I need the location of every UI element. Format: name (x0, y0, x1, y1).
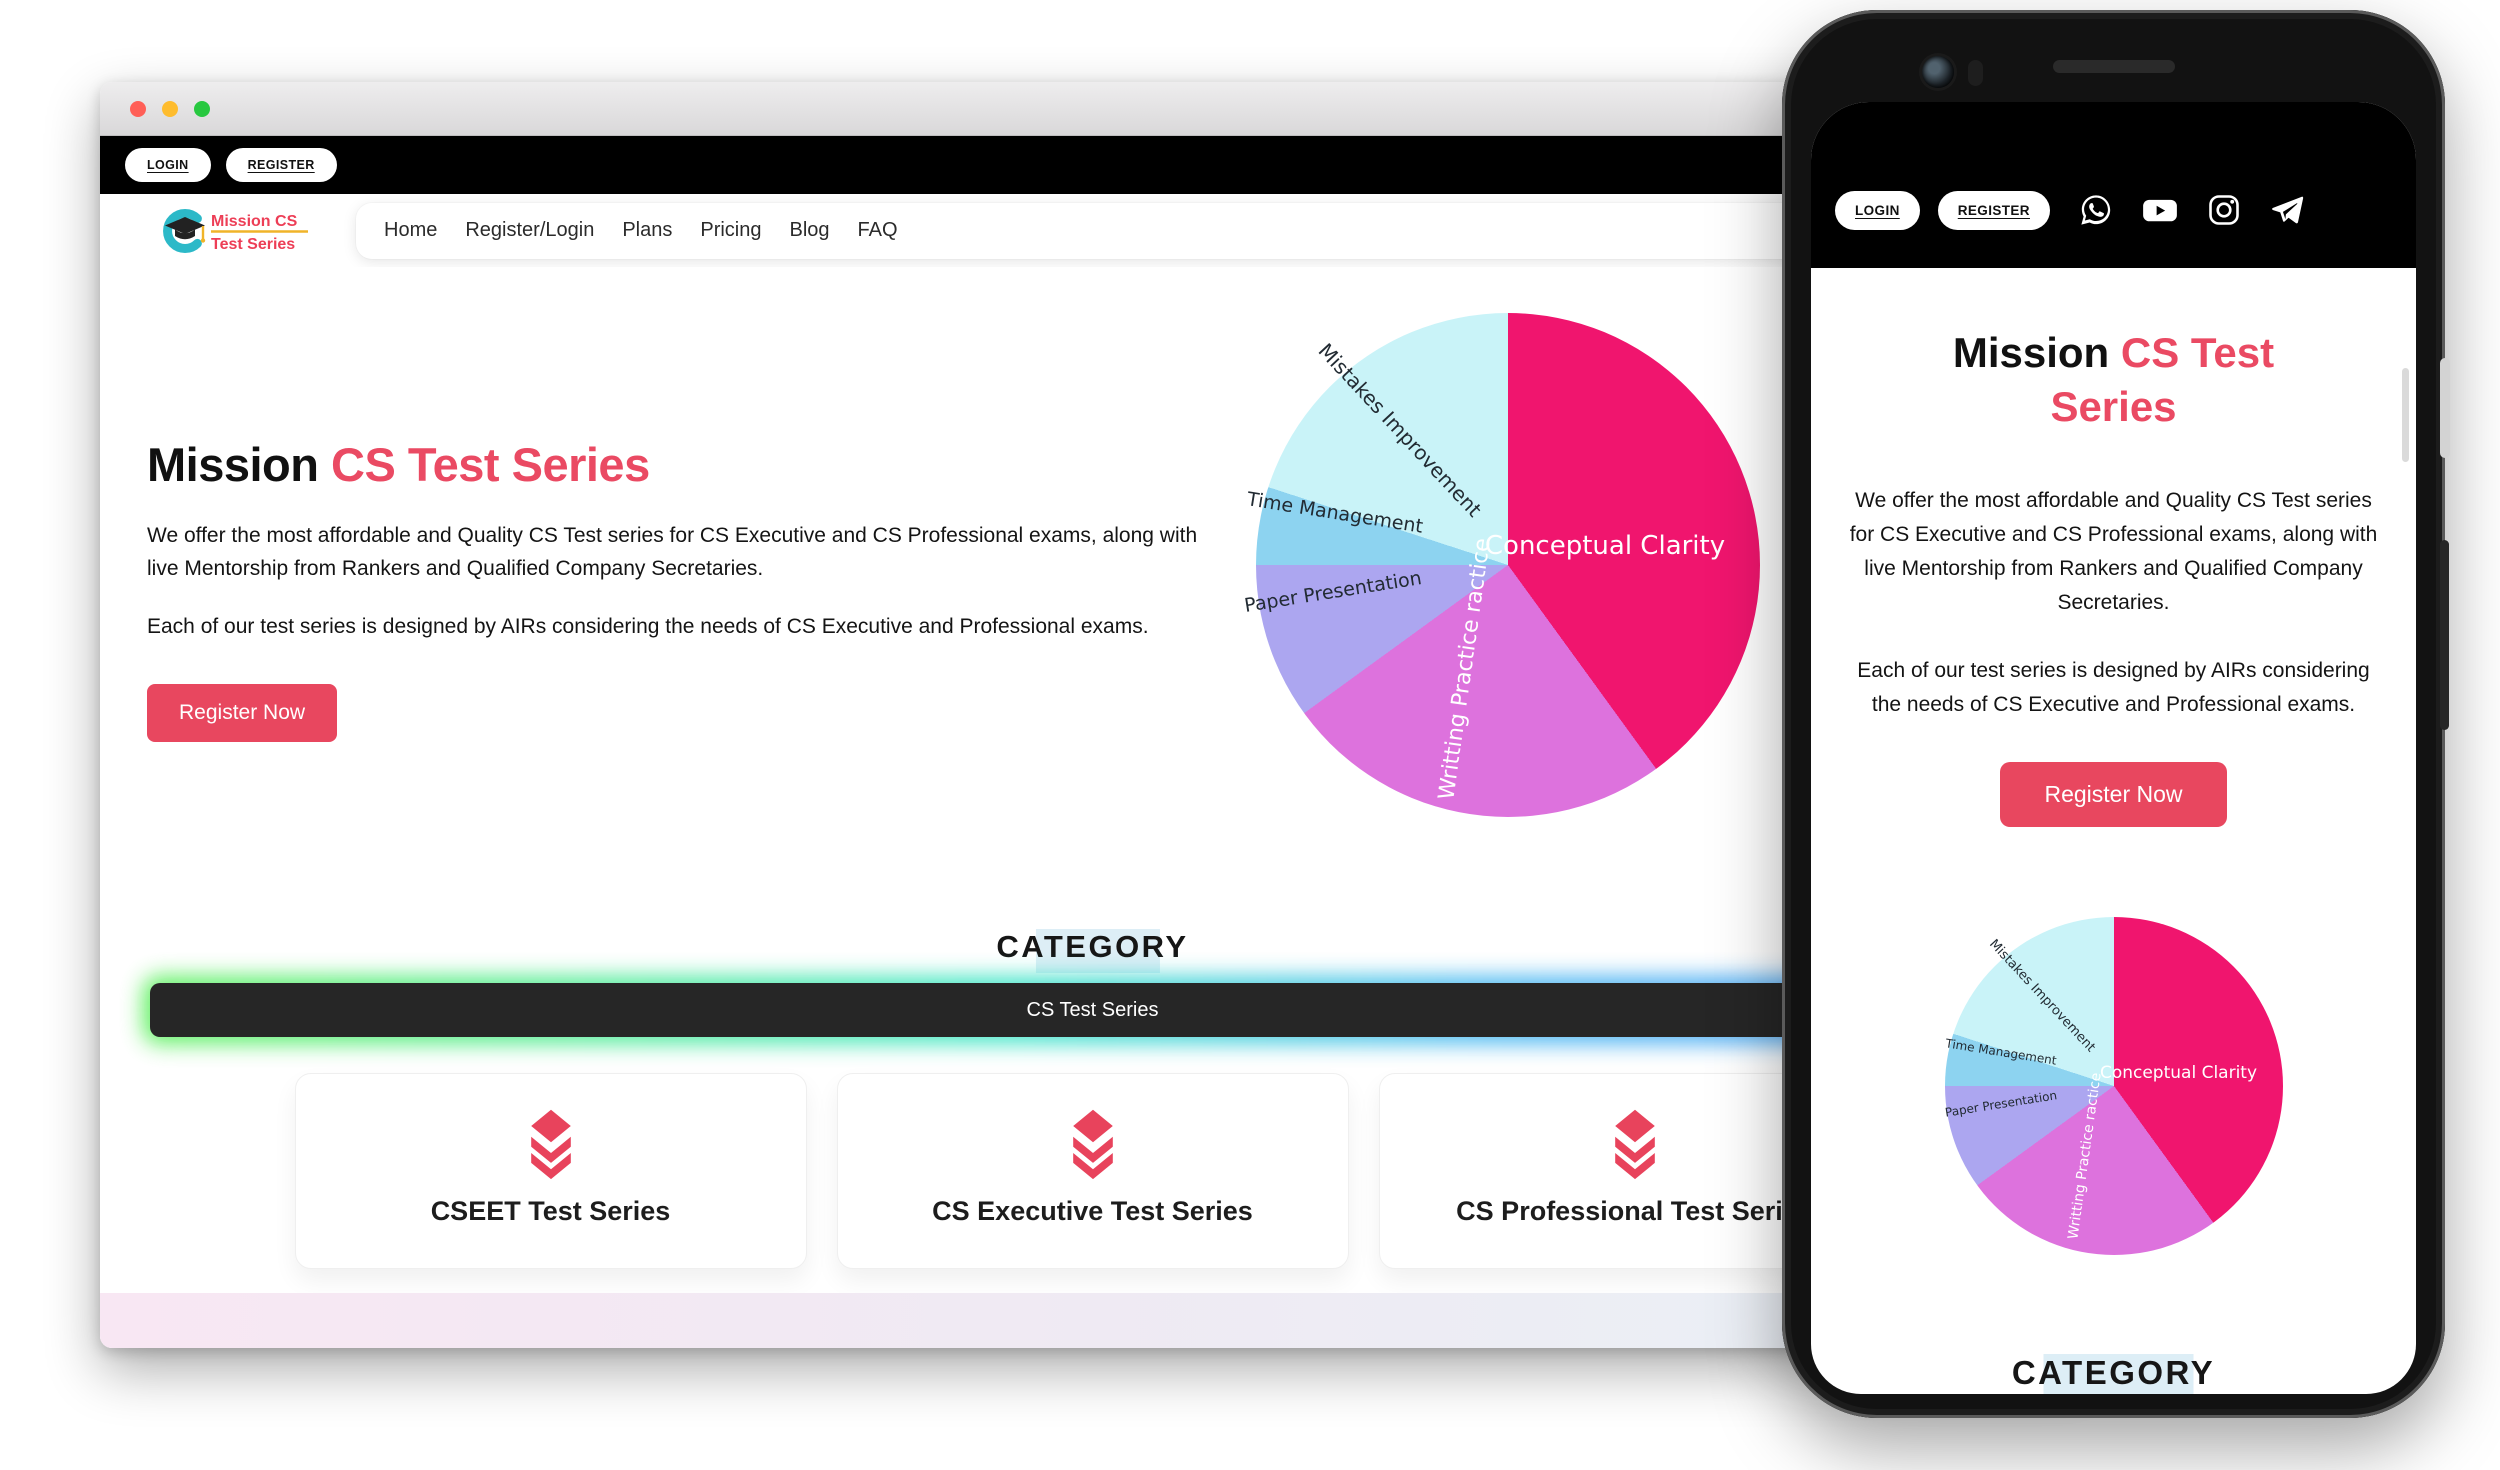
main-nav: Home Register/Login Plans Pricing Blog F… (356, 202, 2035, 259)
register-now-button[interactable]: Register Now (147, 683, 338, 742)
mobile-pie-chart: Conceptual Clarity Writting Practice rac… (1943, 917, 2283, 1255)
login-button[interactable]: LOGIN (125, 148, 211, 182)
site-topbar: LOGIN REGISTER (100, 136, 2085, 194)
pie-label-mistakes-improvement: Mistakes Improvement (1313, 338, 1487, 522)
mobile-category-heading: CATEGORY (1811, 1354, 2416, 1394)
hero-title-black: Mission (147, 438, 319, 491)
layers-icon (530, 1109, 571, 1180)
nav-item-blog[interactable]: Blog (789, 219, 830, 241)
category-title: CATEGORY (2011, 1354, 2216, 1391)
layers-icon (1614, 1109, 1655, 1180)
category-highlight (1035, 929, 1160, 973)
register-now-button[interactable]: Register Now (2000, 761, 2227, 827)
window-titlebar (100, 82, 2085, 136)
card-title: CS Executive Test Series (932, 1196, 1253, 1226)
category-section-heading: CATEGORY (100, 929, 2085, 979)
svg-text:Mission CS: Mission CS (211, 213, 298, 230)
phone-camera (1922, 56, 1954, 88)
telegram-icon[interactable] (2268, 192, 2306, 228)
card-title: CSEET Test Series (430, 1196, 671, 1226)
phone-power-button (2440, 358, 2450, 458)
card-cs-executive-test-series[interactable]: CS Executive Test Series (836, 1073, 1349, 1269)
hero-paragraph-2: Each of our test series is designed by A… (147, 615, 1149, 639)
hero-section: Mission CS Test Series We offer the most… (147, 437, 1227, 742)
site-navbar: Mission CS Test Series Home Register/Log… (100, 194, 2085, 267)
hero-paragraph-1: We offer the most affordable and Quality… (147, 524, 1198, 580)
page-scrollbar-thumb[interactable] (2402, 368, 2409, 462)
pie-label-conceptual-clarity: Conceptual Clarity (2099, 1063, 2258, 1083)
pie-label-time-management: Time Management (1245, 488, 1425, 538)
pie-label-paper-presentation: Paper Presentation (1242, 567, 1424, 617)
minimize-window-button[interactable] (162, 100, 178, 117)
nav-item-plans[interactable]: Plans (622, 219, 673, 241)
register-button[interactable]: REGISTER (1937, 190, 2050, 230)
phone-screen: LOGIN REGISTER (1811, 102, 2416, 1394)
card-cseet-test-series[interactable]: CSEET Test Series (294, 1073, 807, 1269)
hero-title-pink: CS Test Series (2050, 329, 2275, 430)
mobile-topbar: LOGIN REGISTER (1811, 102, 2416, 268)
nav-item-pricing[interactable]: Pricing (700, 219, 762, 241)
zoom-window-button[interactable] (194, 100, 210, 117)
pie-label-time-management: Time Management (1943, 1036, 2058, 1068)
browser-window: LOGIN REGISTER Mission CS Test Series Ho… (100, 82, 2085, 1348)
footer-gradient-strip (100, 1293, 2085, 1348)
page-content: Mission CS Test Series We offer the most… (100, 267, 2085, 1348)
nav-item-faq[interactable]: FAQ (857, 219, 898, 241)
mobile-hero-section: Mission CS Test Series We offer the most… (1811, 268, 2416, 827)
nav-item-home[interactable]: Home (384, 219, 438, 241)
close-window-button[interactable] (130, 100, 146, 117)
hero-paragraph-1: We offer the most affordable and Quality… (1849, 488, 2378, 614)
category-bar-cs-test-series[interactable]: CS Test Series (150, 983, 2035, 1037)
hero-title: Mission CS Test Series (147, 437, 1227, 492)
phone-sensor (1968, 60, 1983, 86)
whatsapp-icon[interactable] (2078, 192, 2114, 228)
phone-volume-button (2440, 540, 2449, 730)
phone-mockup: LOGIN REGISTER (1782, 10, 2450, 1418)
logo-graphic: Mission CS Test Series (163, 208, 308, 253)
site-logo[interactable]: Mission CS Test Series (158, 204, 318, 258)
pie-label-conceptual-clarity: Conceptual Clarity (1484, 531, 1726, 561)
social-icons (2078, 192, 2306, 228)
pie-label-paper-presentation: Paper Presentation (1943, 1088, 2058, 1120)
pie-label-mistakes-improvement: Mistakes Improvement (1985, 936, 2098, 1056)
hero-paragraph-2: Each of our test series is designed by A… (1857, 658, 2370, 716)
category-title: CATEGORY (996, 929, 1189, 964)
phone-speaker (2052, 60, 2175, 73)
svg-text:Test Series: Test Series (211, 236, 295, 253)
card-title: CS Professional Test Series (1456, 1196, 1813, 1226)
category-highlight (2043, 1354, 2193, 1394)
pie-label-writting-practice: Writting Practice ractice (2064, 1071, 2105, 1241)
category-cards: CSEET Test Series CS Executive Test Seri… (100, 1073, 2085, 1269)
nav-item-register-login[interactable]: Register/Login (465, 219, 595, 241)
register-button[interactable]: REGISTER (225, 148, 337, 182)
pie-label-writting-practice: Writting Practice ractice (1434, 536, 1496, 802)
layers-icon (1072, 1109, 1113, 1180)
youtube-icon[interactable] (2140, 192, 2180, 228)
hero-title-black: Mission (1952, 329, 2110, 376)
hero-title: Mission CS Test Series (1899, 326, 2329, 434)
login-button[interactable]: LOGIN (1835, 190, 1920, 230)
category-bar-wrap: CS Test Series (143, 976, 2042, 1044)
hero-title-pink: CS Test Series (331, 438, 650, 491)
instagram-icon[interactable] (2206, 192, 2242, 228)
pie-chart: Conceptual Clarity Writting Practice rac… (1243, 313, 1760, 817)
